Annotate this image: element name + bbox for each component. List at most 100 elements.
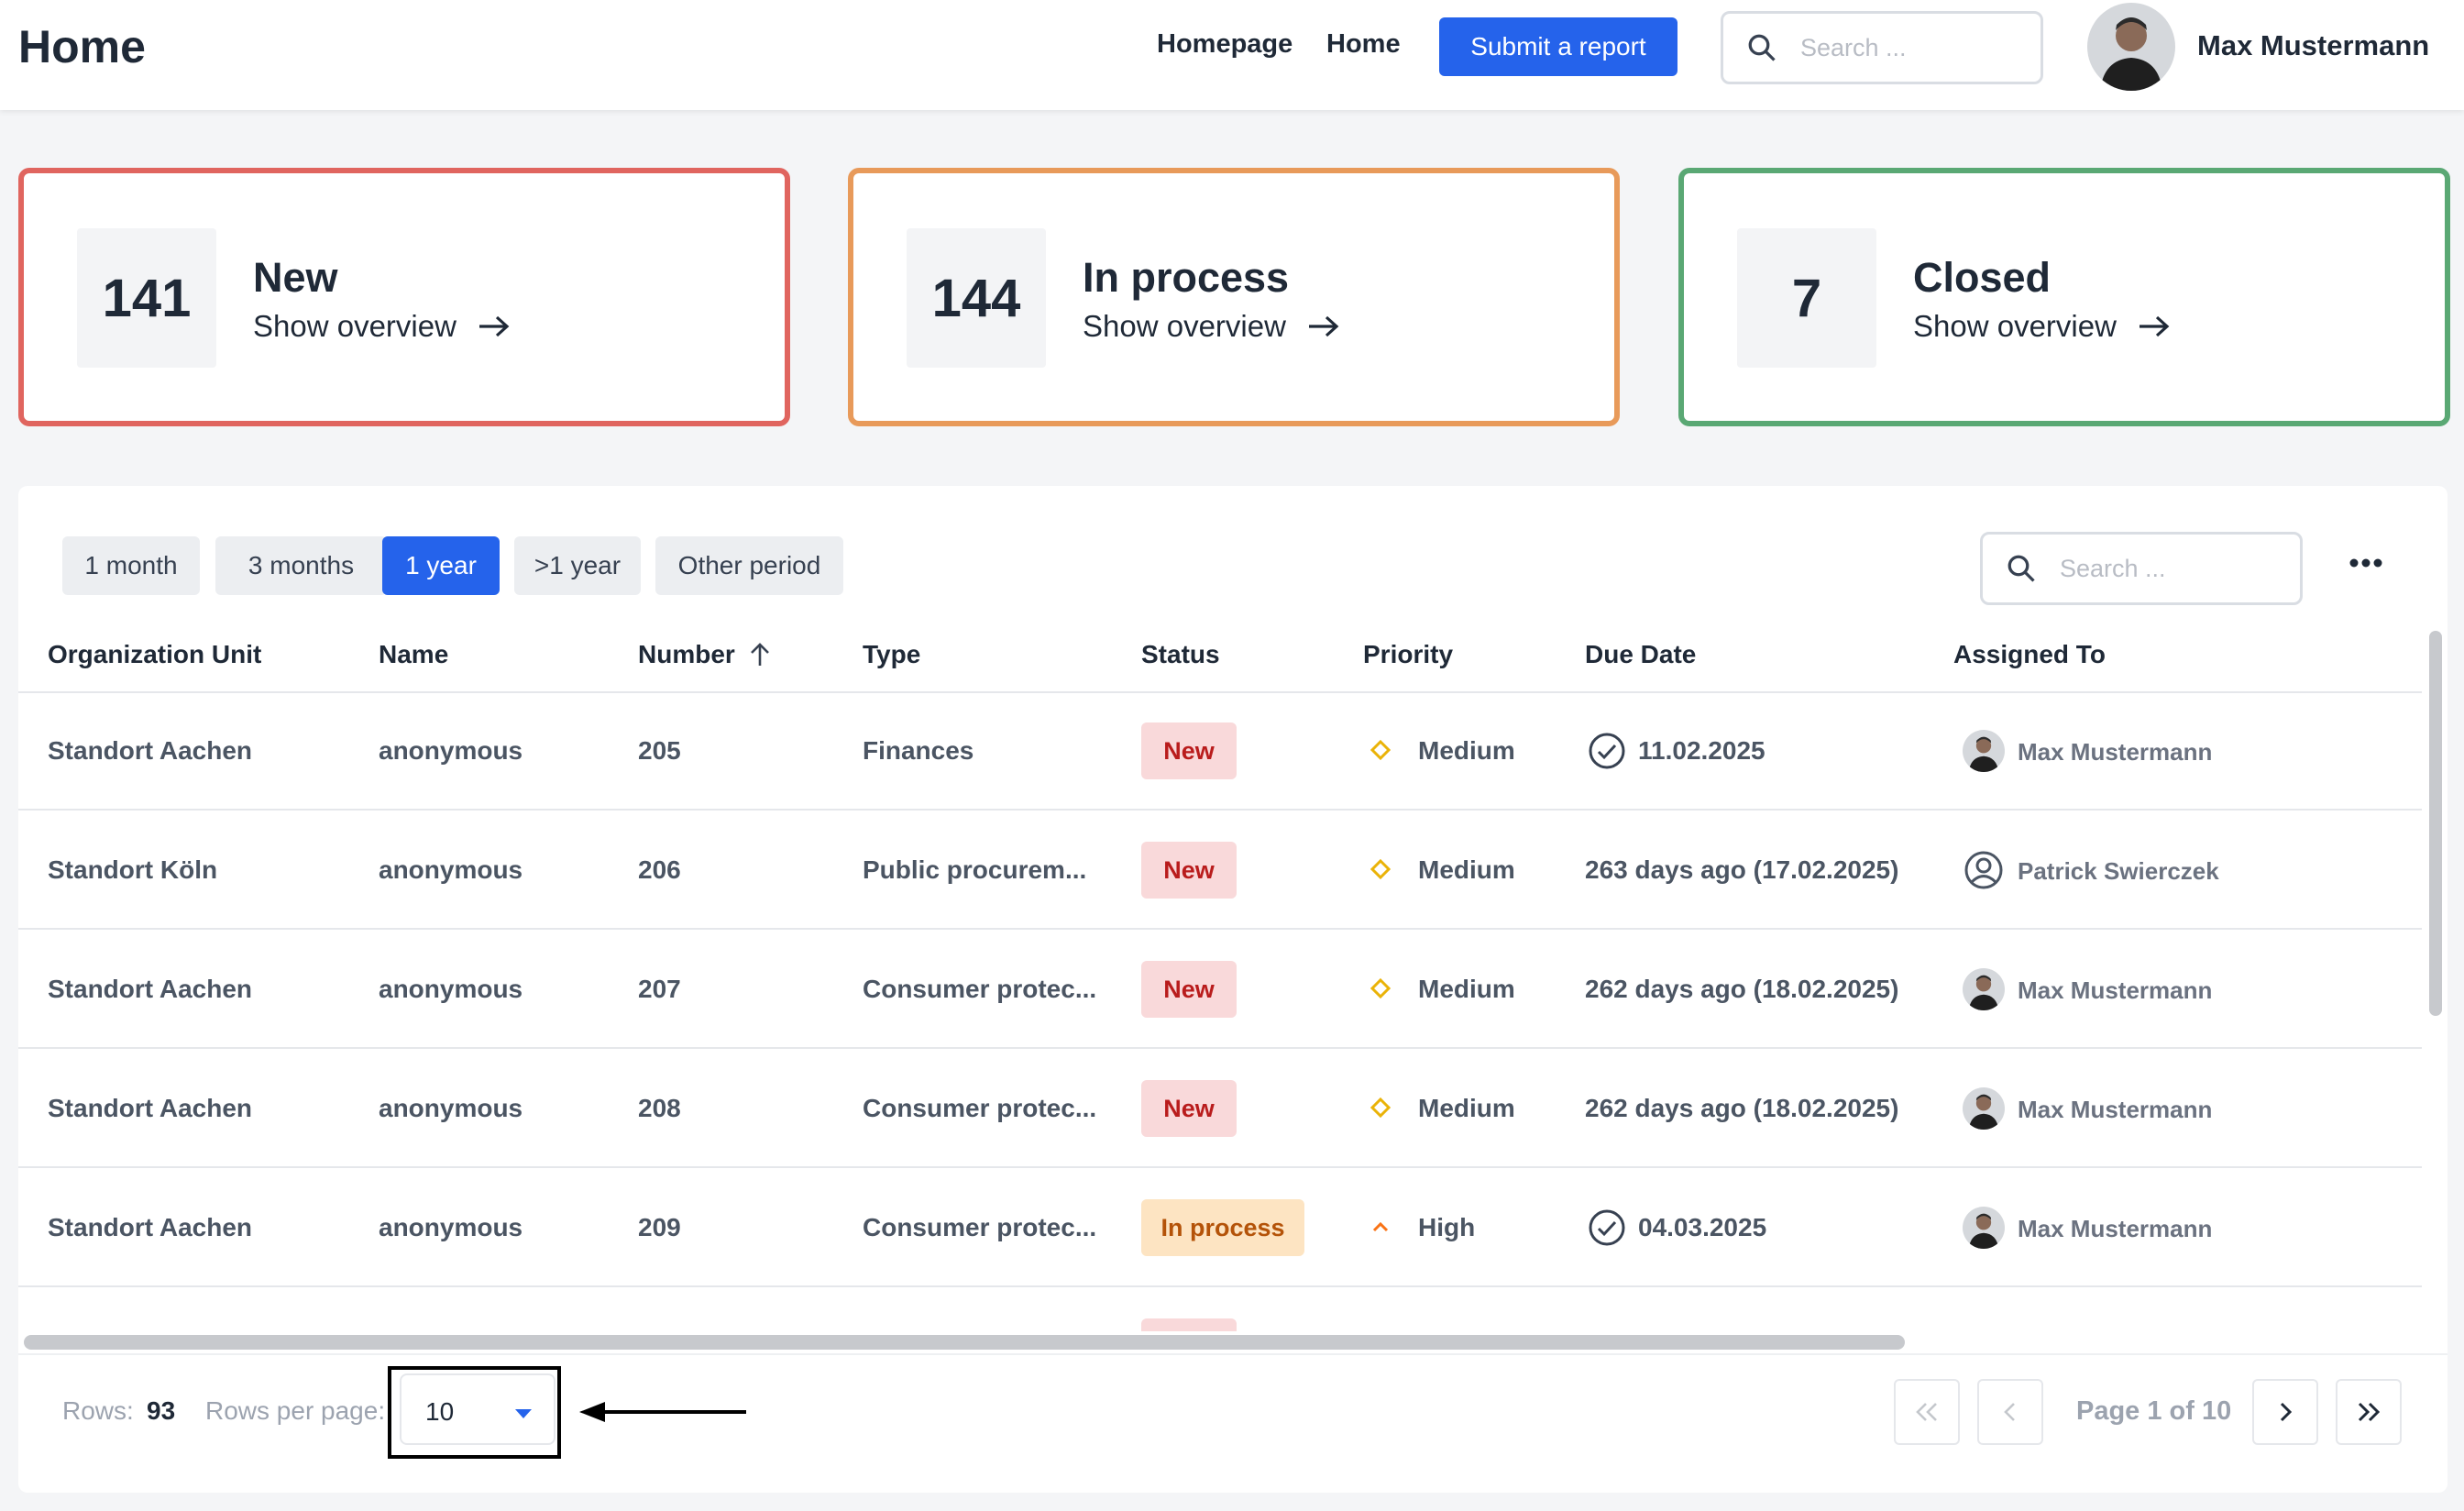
more-horizontal-icon[interactable] (2349, 557, 2382, 568)
cell-priority: Medium (1418, 736, 1515, 765)
check-circle-icon (1589, 733, 1625, 769)
cell-type: Consumer protec... (863, 1094, 1097, 1122)
avatar-photo-icon (1968, 1213, 1999, 1249)
cell-assignee: Max Mustermann (2018, 1096, 2213, 1123)
cell-due-date: 11.02.2025 (1638, 736, 1766, 765)
cell-priority: Medium (1418, 1094, 1515, 1122)
user-name[interactable]: Max Mustermann (2197, 29, 2430, 61)
chevron-left-icon (2004, 1403, 2015, 1421)
cell-assignee: Max Mustermann (2018, 1215, 2213, 1242)
card-closed-count: 7 (1737, 228, 1876, 368)
card-closed-link-label: Show overview (1913, 309, 2117, 343)
avatar-photo-icon (1968, 975, 1999, 1010)
last-page-button[interactable] (2336, 1379, 2402, 1445)
nav-homepage-link[interactable]: Homepage (1157, 29, 1293, 59)
cell-type: Public procurem... (863, 855, 1087, 884)
annotation-arrow-icon (579, 1402, 746, 1422)
diamond-icon (1370, 1097, 1392, 1119)
card-in-process[interactable]: 144 In process Show overview (848, 168, 1620, 426)
cell-assignee: Max Mustermann (2018, 738, 2213, 766)
diamond-icon (1370, 739, 1392, 761)
card-new-overview-link[interactable]: Show overview (253, 309, 512, 344)
previous-page-button[interactable] (1977, 1379, 2043, 1445)
rows-per-page-select[interactable]: 10 (400, 1373, 556, 1445)
cell-org-unit: Standort Aachen (48, 736, 252, 765)
cell-due-date: 262 days ago (18.02.2025) (1585, 975, 1899, 1003)
footer-divider (18, 1353, 2448, 1355)
cell-due-date: 262 days ago (18.02.2025) (1585, 1094, 1899, 1122)
assignee-avatar (1963, 968, 2005, 1010)
user-avatar[interactable] (2087, 3, 2175, 91)
cell-number: 206 (638, 855, 681, 884)
status-badge: New (1141, 1080, 1237, 1137)
diamond-icon (1370, 858, 1392, 880)
table-search-input[interactable] (2058, 553, 2300, 584)
card-closed-overview-link[interactable]: Show overview (1913, 309, 2172, 344)
column-header-status[interactable]: Status (1141, 640, 1220, 668)
cell-name: anonymous (379, 855, 523, 884)
caret-down-icon (515, 1409, 532, 1418)
row-divider (18, 928, 2422, 930)
rows-label: Rows: (62, 1396, 134, 1425)
column-header-organization-unit[interactable]: Organization Unit (48, 640, 262, 668)
cell-due-date: 263 days ago (17.02.2025) (1585, 855, 1899, 884)
check-circle-icon (1589, 1209, 1625, 1246)
column-header-number[interactable]: Number (638, 640, 772, 669)
sort-up-icon (750, 643, 769, 666)
period-3-months-button[interactable]: 3 months (215, 536, 387, 595)
card-closed[interactable]: 7 Closed Show overview (1678, 168, 2450, 426)
period-1-month-button[interactable]: 1 month (62, 536, 200, 595)
column-header-name[interactable]: Name (379, 640, 449, 668)
rows-count: 93 (147, 1396, 176, 1425)
cell-assignee: Max Mustermann (2018, 976, 2213, 1004)
double-chevron-right-icon (2358, 1402, 2381, 1422)
assignee-avatar (1963, 730, 2005, 772)
first-page-button[interactable] (1894, 1379, 1960, 1445)
cell-due-date: 04.03.2025 (1638, 1213, 1767, 1241)
card-new[interactable]: 141 New Show overview (18, 168, 790, 426)
column-header-assigned-to[interactable]: Assigned To (1953, 640, 2106, 668)
card-closed-title: Closed (1913, 254, 2052, 301)
cell-name: anonymous (379, 1094, 523, 1122)
header-search-input[interactable] (1798, 32, 2040, 63)
assignee-avatar (1963, 1207, 2005, 1249)
avatar-photo-icon (1968, 1094, 1999, 1130)
row-divider (18, 1047, 2422, 1049)
cell-org-unit: Standort Aachen (48, 1213, 252, 1241)
rows-per-page-label: Rows per page: (205, 1396, 386, 1425)
cell-priority: Medium (1418, 975, 1515, 1003)
submit-report-button[interactable]: Submit a report (1439, 17, 1678, 76)
status-badge: In process (1141, 1199, 1304, 1256)
arrow-right-icon (1308, 315, 1339, 337)
cell-org-unit: Standort Köln (48, 855, 218, 884)
cell-number: 209 (638, 1213, 681, 1241)
search-icon (1748, 34, 1776, 61)
period-1-year-button[interactable]: 1 year (382, 536, 500, 595)
rows-per-page-value: 10 (425, 1397, 455, 1426)
next-page-button[interactable] (2252, 1379, 2318, 1445)
horizontal-scrollbar-thumb[interactable] (24, 1335, 1905, 1350)
cell-type: Consumer protec... (863, 975, 1097, 1003)
avatar-photo-icon (2100, 17, 2162, 91)
header-divider (18, 691, 2422, 693)
period-other-button[interactable]: Other period (655, 536, 843, 595)
vertical-scrollbar-thumb[interactable] (2429, 631, 2442, 1016)
column-header-type[interactable]: Type (863, 640, 921, 668)
column-header-priority[interactable]: Priority (1363, 640, 1454, 668)
status-badge-partial (1141, 1318, 1237, 1331)
nav-home-link[interactable]: Home (1326, 29, 1401, 59)
cell-org-unit: Standort Aachen (48, 975, 252, 1003)
period-over-1-year-button[interactable]: >1 year (514, 536, 641, 595)
column-header-due-date[interactable]: Due Date (1585, 640, 1697, 668)
assignee-avatar (1963, 1087, 2005, 1130)
chevron-right-icon (2280, 1402, 2293, 1422)
card-in-process-count: 144 (907, 228, 1046, 368)
header-search-box[interactable] (1721, 11, 2043, 84)
chevron-up-icon (1372, 1221, 1389, 1232)
cell-org-unit: Standort Aachen (48, 1094, 252, 1122)
card-in-process-overview-link[interactable]: Show overview (1083, 309, 1341, 344)
reports-panel: 1 month 3 months 1 year >1 year Other pe… (18, 486, 2448, 1493)
double-chevron-left-icon (1916, 1403, 1937, 1421)
table-search-box[interactable] (1980, 532, 2303, 605)
cell-name: anonymous (379, 736, 523, 765)
